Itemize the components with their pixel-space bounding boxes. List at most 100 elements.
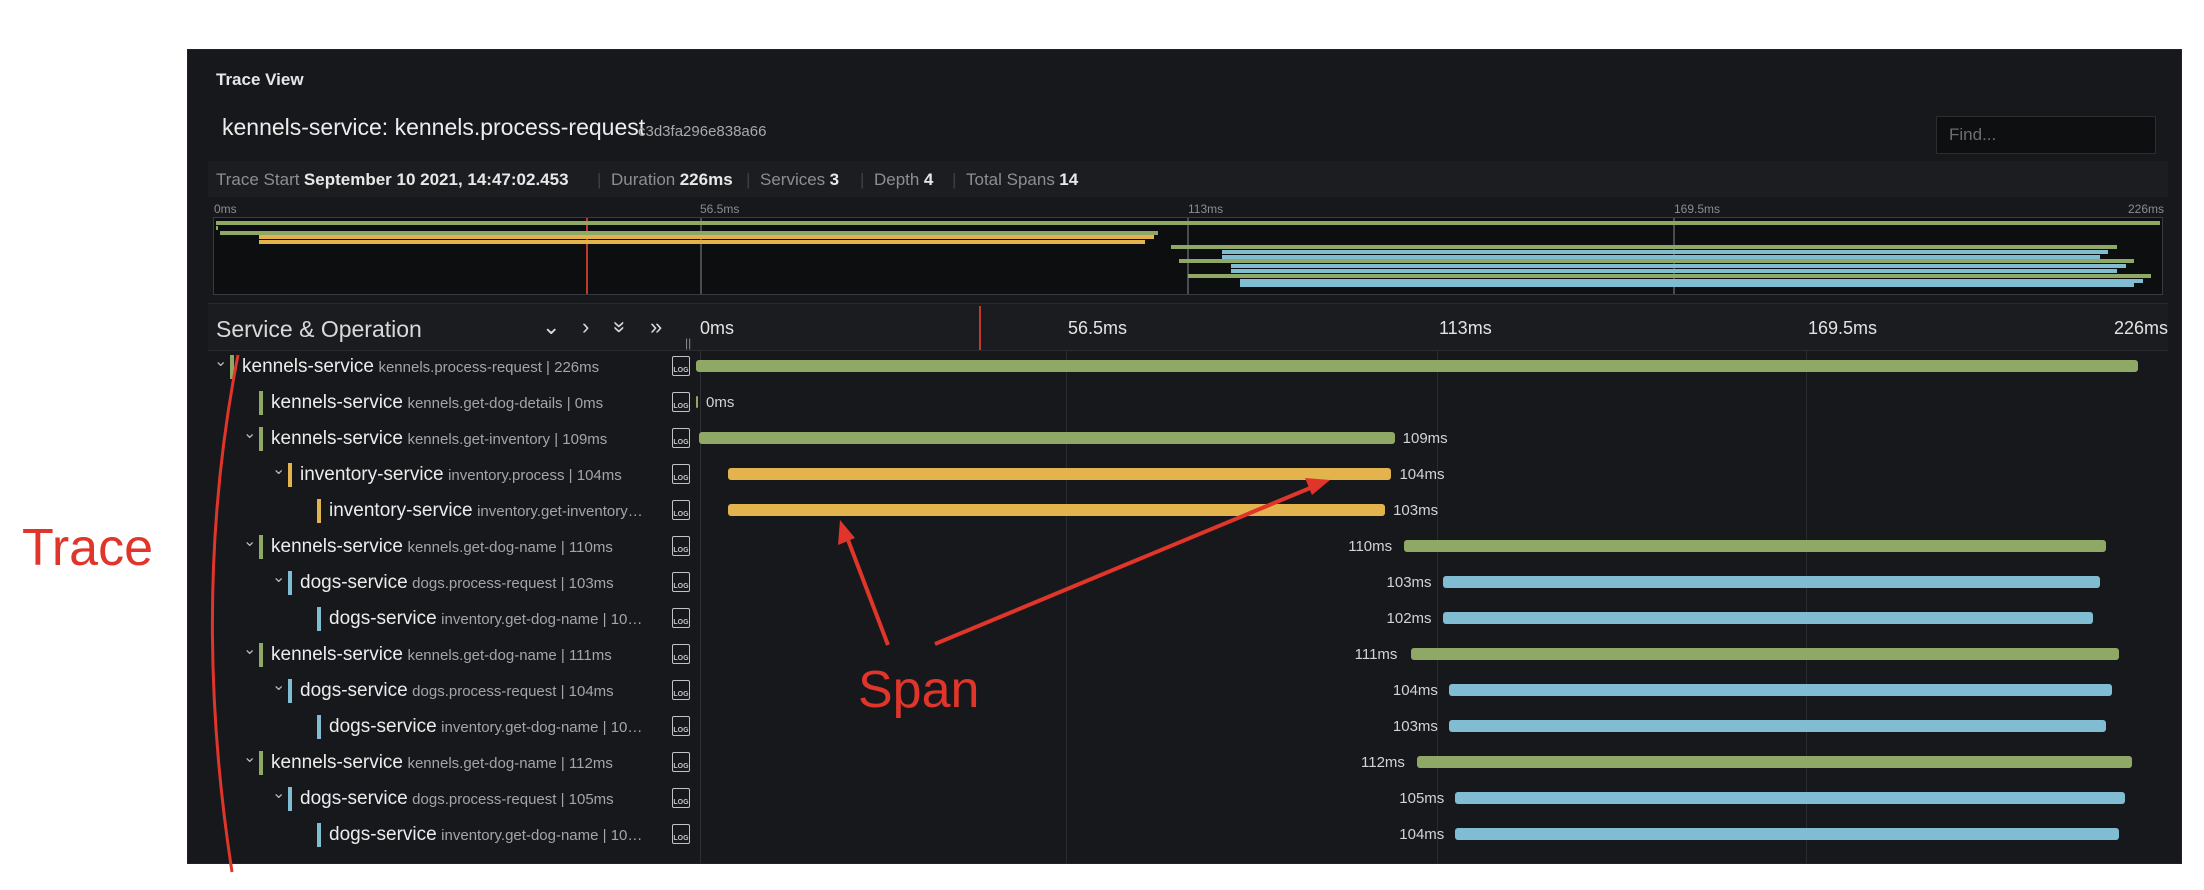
log-icon[interactable]: LOG bbox=[672, 824, 690, 844]
collapse-chevron-icon[interactable]: ⌄ bbox=[243, 641, 257, 658]
expand-all-icon[interactable]: » bbox=[650, 314, 663, 339]
timeline-tick: 113ms bbox=[1439, 318, 1492, 338]
span-name[interactable]: dogs-service dogs.process-request | 103m… bbox=[300, 572, 614, 594]
collapse-chevron-icon[interactable]: ⌄ bbox=[243, 749, 257, 766]
span-bar[interactable] bbox=[1448, 684, 2113, 696]
span-bar[interactable] bbox=[1442, 576, 2100, 588]
span-bar[interactable] bbox=[1410, 648, 2119, 660]
meta-services: Services 3 bbox=[760, 170, 839, 190]
span-bar[interactable] bbox=[1455, 828, 2119, 840]
span-service-name: inventory-service bbox=[300, 464, 444, 485]
minimap-divider bbox=[1187, 218, 1189, 294]
log-icon[interactable]: LOG bbox=[672, 680, 690, 700]
span-bar[interactable] bbox=[1417, 756, 2132, 768]
log-icon[interactable]: LOG bbox=[672, 716, 690, 736]
timeline-gridline bbox=[1066, 351, 1067, 863]
meta-depth-value: 4 bbox=[923, 170, 934, 189]
log-icon[interactable]: LOG bbox=[672, 608, 690, 628]
service-color-stripe bbox=[317, 715, 321, 739]
collapse-chevron-icon[interactable]: ⌄ bbox=[243, 425, 257, 442]
trace-title: kennels-service: kennels.process-request bbox=[222, 114, 646, 140]
minimap-span-bar bbox=[259, 235, 1154, 240]
span-bar[interactable] bbox=[1455, 792, 2126, 804]
timeline-header bbox=[208, 303, 2168, 351]
expand-one-icon[interactable]: › bbox=[582, 314, 590, 339]
span-bar[interactable] bbox=[1404, 540, 2107, 552]
log-icon[interactable]: LOG bbox=[672, 392, 690, 412]
span-name[interactable]: kennels-service kennels.get-inventory | … bbox=[271, 428, 607, 450]
meta-separator: | bbox=[952, 170, 957, 189]
name-column-divider bbox=[700, 351, 701, 863]
span-bar[interactable] bbox=[696, 360, 2138, 372]
log-icon[interactable]: LOG bbox=[672, 572, 690, 592]
span-name[interactable]: dogs-service dogs.process-request | 104m… bbox=[300, 680, 614, 702]
collapse-chevron-icon[interactable]: ⌄ bbox=[272, 461, 286, 478]
find-input[interactable] bbox=[1936, 116, 2156, 154]
meta-trace-start-label: Trace Start bbox=[216, 170, 300, 189]
trace-minimap[interactable] bbox=[213, 217, 2163, 295]
minimap-span-bar bbox=[220, 230, 1158, 235]
span-service-name: dogs-service bbox=[300, 680, 408, 701]
span-duration-label: 105ms bbox=[1399, 790, 1445, 807]
trace-id: c3d3fa296e838a66 bbox=[638, 123, 767, 140]
span-bar[interactable] bbox=[727, 468, 1392, 480]
collapse-chevron-icon[interactable]: ⌄ bbox=[272, 785, 286, 802]
log-icon[interactable]: LOG bbox=[672, 752, 690, 772]
collapse-one-icon[interactable]: ⌄ bbox=[542, 314, 561, 339]
collapse-chevron-icon[interactable]: ⌄ bbox=[243, 533, 257, 550]
span-name[interactable]: dogs-service inventory.get-dog-name | 10… bbox=[329, 824, 642, 846]
span-operation-name: inventory.process | 104ms bbox=[448, 467, 622, 484]
meta-services-value: 3 bbox=[829, 170, 840, 189]
minimap-cursor bbox=[586, 218, 588, 294]
span-name[interactable]: kennels-service kennels.get-dog-name | 1… bbox=[271, 536, 613, 558]
span-bar[interactable] bbox=[727, 504, 1386, 516]
span-name[interactable]: inventory-service inventory.get-inventor… bbox=[329, 500, 643, 522]
span-name[interactable]: kennels-service kennels.process-request … bbox=[242, 356, 599, 378]
span-operation-name: kennels.get-dog-name | 110ms bbox=[407, 539, 613, 556]
span-operation-name: kennels.get-inventory | 109ms bbox=[407, 431, 608, 448]
span-name[interactable]: dogs-service inventory.get-dog-name | 10… bbox=[329, 608, 642, 630]
span-service-name: dogs-service bbox=[329, 608, 437, 629]
collapse-all-icon[interactable]: » bbox=[608, 320, 634, 334]
span-name[interactable]: kennels-service kennels.get-dog-details … bbox=[271, 392, 603, 414]
minimap-span-bar bbox=[1188, 273, 2152, 278]
log-icon[interactable]: LOG bbox=[672, 428, 690, 448]
minimap-tick: 226ms bbox=[2128, 202, 2165, 216]
log-icon[interactable]: LOG bbox=[672, 644, 690, 664]
span-name[interactable]: kennels-service kennels.get-dog-name | 1… bbox=[271, 752, 613, 774]
minimap-span-bar bbox=[1222, 249, 2109, 254]
service-color-stripe bbox=[288, 571, 292, 595]
log-icon[interactable]: LOG bbox=[672, 464, 690, 484]
service-color-stripe bbox=[259, 643, 263, 667]
span-name[interactable]: dogs-service inventory.get-dog-name | 10… bbox=[329, 716, 642, 738]
timeline-tick: 56.5ms bbox=[1068, 318, 1128, 338]
span-bar[interactable] bbox=[699, 432, 1395, 444]
span-name[interactable]: inventory-service inventory.process | 10… bbox=[300, 464, 622, 486]
meta-depth: Depth 4 bbox=[874, 170, 933, 190]
span-operation-name: kennels.process-request | 226ms bbox=[378, 359, 600, 376]
collapse-chevron-icon[interactable]: ⌄ bbox=[272, 677, 286, 694]
log-icon[interactable]: LOG bbox=[672, 536, 690, 556]
span-bar[interactable] bbox=[696, 396, 698, 408]
span-name[interactable]: dogs-service dogs.process-request | 105m… bbox=[300, 788, 614, 810]
span-operation-name: dogs.process-request | 104ms bbox=[412, 683, 614, 700]
trace-meta-bar bbox=[208, 161, 2168, 197]
span-operation-name: kennels.get-dog-name | 112ms bbox=[407, 755, 613, 772]
span-bar[interactable] bbox=[1448, 720, 2107, 732]
meta-duration: Duration 226ms bbox=[611, 170, 733, 190]
collapse-chevron-icon[interactable]: ⌄ bbox=[272, 569, 286, 586]
collapse-chevron-icon[interactable]: ⌄ bbox=[214, 353, 228, 370]
span-bar[interactable] bbox=[1442, 612, 2094, 624]
column-resize-handle[interactable]: || bbox=[685, 336, 692, 350]
service-color-stripe bbox=[259, 391, 263, 415]
meta-trace-start-value: September 10 2021, 14:47:02.453 bbox=[303, 170, 569, 189]
span-name[interactable]: kennels-service kennels.get-dog-name | 1… bbox=[271, 644, 612, 666]
meta-total-spans-value: 14 bbox=[1059, 170, 1079, 189]
log-icon[interactable]: LOG bbox=[672, 788, 690, 808]
log-icon[interactable]: LOG bbox=[672, 356, 690, 376]
timeline-cursor bbox=[979, 306, 981, 350]
meta-separator: | bbox=[746, 170, 751, 189]
log-icon[interactable]: LOG bbox=[672, 500, 690, 520]
minimap-tick: 56.5ms bbox=[700, 202, 740, 216]
minimap-span-bar bbox=[1231, 269, 2117, 273]
